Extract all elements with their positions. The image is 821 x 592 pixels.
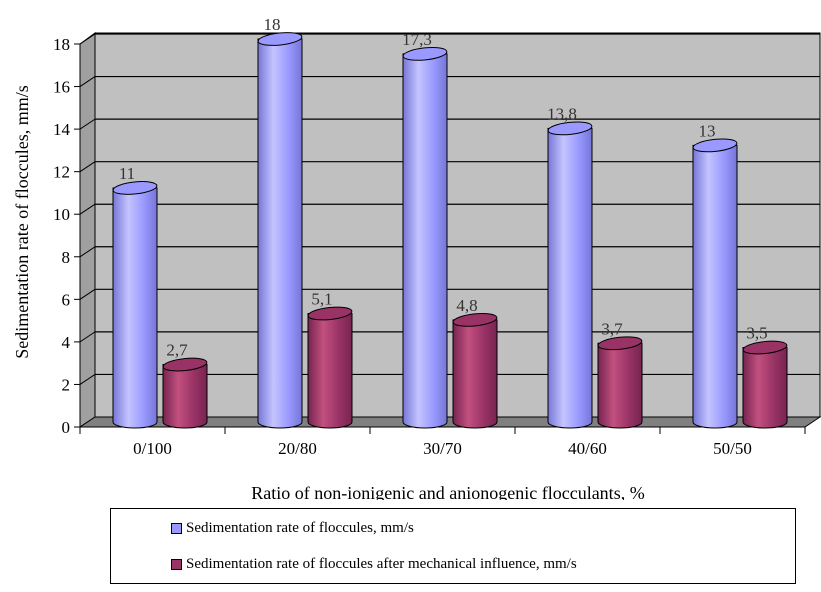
data-label-series1: 18 bbox=[264, 15, 281, 34]
x-tick-label: 0/100 bbox=[133, 439, 172, 458]
chart: 0 2 4 6 8 10 12 14 16 18 0/100 20/80 30/70 40/60 50/50… bbox=[12, 15, 821, 500]
gridline-side bbox=[79, 118, 96, 130]
bar-series2 bbox=[597, 342, 643, 429]
y-tick-label: 0 bbox=[62, 418, 71, 437]
bar-top-series2 bbox=[597, 336, 643, 351]
x-tick-label: 30/70 bbox=[423, 439, 462, 458]
legend-label-series-1: Sedimentation rate of floccules, mm/s bbox=[186, 519, 414, 536]
bar-top-series2 bbox=[162, 357, 208, 372]
legend-item-series-2: Sedimentation rate of floccules after me… bbox=[171, 553, 577, 575]
bar-top-series1 bbox=[547, 121, 593, 136]
y-tick-label: 14 bbox=[53, 120, 71, 139]
bar-series1 bbox=[112, 187, 158, 429]
bar-series2 bbox=[162, 364, 208, 429]
bar-top-series1 bbox=[402, 46, 448, 61]
bar-series1 bbox=[257, 38, 303, 429]
legend: Sedimentation rate of floccules, mm/s Se… bbox=[110, 508, 796, 584]
y-tick-label: 12 bbox=[53, 163, 70, 182]
bar-series1 bbox=[402, 53, 448, 429]
legend-swatch-series-1 bbox=[171, 522, 182, 534]
data-label-series2: 5,1 bbox=[311, 289, 332, 308]
legend-swatch-series-2 bbox=[171, 558, 182, 570]
data-label-series2: 3,7 bbox=[601, 319, 623, 338]
gridline-side bbox=[79, 33, 96, 45]
gridline-side bbox=[79, 161, 96, 173]
data-label-series1: 13,8 bbox=[547, 104, 577, 123]
y-tick-label: 10 bbox=[53, 205, 70, 224]
bar-series2 bbox=[452, 319, 498, 429]
axes: 0 2 4 6 8 10 12 14 16 18 0/100 20/80 30/70 40/60 50/50 bbox=[53, 35, 806, 458]
y-tick-label: 16 bbox=[53, 78, 70, 97]
legend-label-series-2: Sedimentation rate of floccules after me… bbox=[186, 555, 577, 572]
y-axis-title: Sedimentation rate of floccules, mm/s bbox=[12, 85, 32, 358]
y-tick-label: 2 bbox=[62, 375, 71, 394]
bar-top-series1 bbox=[692, 138, 738, 153]
legend-item-series-1: Sedimentation rate of floccules, mm/s bbox=[171, 517, 414, 539]
bar-top-series1 bbox=[257, 32, 303, 46]
labels: 11 18 17,3 13,8 13 2,7 5,1 4,8 3,7 3,5 bbox=[119, 15, 768, 360]
x-tick-label: 40/60 bbox=[568, 439, 607, 458]
gridline-side bbox=[79, 76, 96, 87]
x-tick-label: 50/50 bbox=[713, 439, 752, 458]
data-label-series1: 11 bbox=[119, 164, 135, 183]
data-label-series2: 3,5 bbox=[746, 324, 767, 343]
y-tick-label: 18 bbox=[53, 35, 70, 54]
bar-top-series2 bbox=[742, 340, 788, 355]
x-tick-label: 20/80 bbox=[278, 439, 317, 458]
gridline-side bbox=[79, 203, 96, 215]
y-tick-label: 8 bbox=[62, 248, 71, 267]
x-axis-title: Ratio of non-ionigenic and anionogenic f… bbox=[251, 483, 644, 500]
y-tick-label: 6 bbox=[62, 290, 71, 309]
bars bbox=[112, 32, 788, 429]
bar-series2 bbox=[307, 312, 353, 429]
gridline-side bbox=[79, 246, 96, 258]
bar-top-series2 bbox=[452, 312, 498, 327]
data-label-series1: 17,3 bbox=[402, 30, 432, 49]
plot-side-wall bbox=[79, 32, 96, 428]
bar-series1 bbox=[692, 144, 738, 429]
data-label-series2: 2,7 bbox=[166, 341, 188, 360]
bar-top-series2 bbox=[307, 306, 353, 321]
data-label-series2: 4,8 bbox=[456, 296, 477, 315]
bar-top-series1 bbox=[112, 181, 158, 195]
gridline-side bbox=[79, 288, 96, 300]
gridline-side bbox=[79, 331, 96, 343]
y-tick-label: 4 bbox=[62, 333, 71, 352]
gridline-side bbox=[79, 374, 96, 385]
bar-series2 bbox=[742, 347, 788, 429]
data-label-series1: 13 bbox=[699, 121, 716, 140]
bar-series1 bbox=[547, 127, 593, 429]
